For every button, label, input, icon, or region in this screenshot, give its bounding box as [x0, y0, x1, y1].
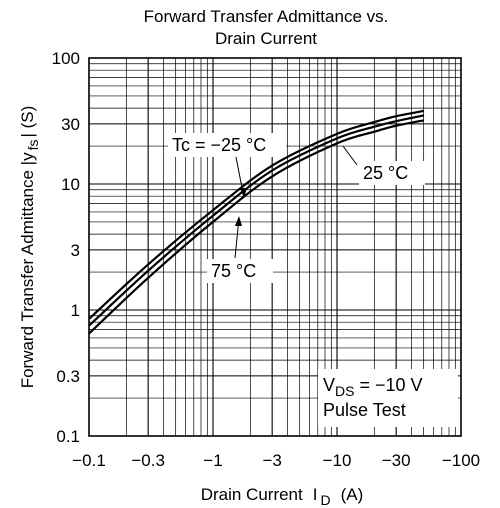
y-axis-label: Forward Transfer Admittance |yfs| (S)	[18, 106, 41, 389]
y-tick-label: 10	[61, 175, 80, 194]
annotation-75-arrow	[235, 216, 242, 226]
y-tick-label: 0.1	[56, 427, 80, 446]
y-tick-label: 1	[71, 301, 80, 320]
plot-frame	[88, 57, 462, 437]
annotation-tc-arrow	[240, 188, 247, 198]
series-line-2	[88, 119, 424, 335]
series-group	[88, 109, 424, 335]
chart-title-line1: Forward Transfer Admittance vs.	[144, 7, 389, 26]
annotation-75: 75 °C	[207, 216, 273, 283]
pulse-test-label: Pulse Test	[323, 400, 406, 420]
annotation-tc: Tc = −25 °C	[168, 133, 286, 199]
x-tick-label: −3	[262, 451, 281, 470]
annotation-test-conditions: VDS = −10 V Pulse Test	[318, 369, 458, 427]
x-tick-label: −10	[323, 451, 352, 470]
x-tick-label: −0.3	[131, 451, 165, 470]
y-tick-label: 30	[61, 115, 80, 134]
x-tick-labels: −0.1 −0.3 −1 −3 −10 −30 −100	[72, 451, 480, 470]
annotation-75-text: 75 °C	[211, 261, 256, 281]
y-tick-label: 3	[71, 241, 80, 260]
vds-label: VDS = −10 V	[323, 375, 423, 399]
y-tick-labels: 100 30 10 3 1 0.3 0.1	[52, 49, 80, 446]
annotation-25: 25 °C	[342, 145, 425, 185]
series-line-0	[88, 109, 424, 320]
chart-title-line2: Drain Current	[215, 29, 317, 48]
annotation-25-leader	[342, 145, 358, 166]
series-line-1	[88, 114, 424, 327]
x-tick-label: −0.1	[72, 451, 106, 470]
y-tick-label: 100	[52, 49, 80, 68]
x-tick-label: −1	[203, 451, 222, 470]
x-tick-label: −30	[382, 451, 411, 470]
x-axis-label: Drain Current I D (A)	[201, 485, 364, 508]
annotation-25-text: 25 °C	[363, 163, 408, 183]
y-tick-label: 0.3	[56, 367, 80, 386]
x-tick-label: −100	[442, 451, 480, 470]
annotation-tc-text: Tc = −25 °C	[172, 135, 266, 155]
